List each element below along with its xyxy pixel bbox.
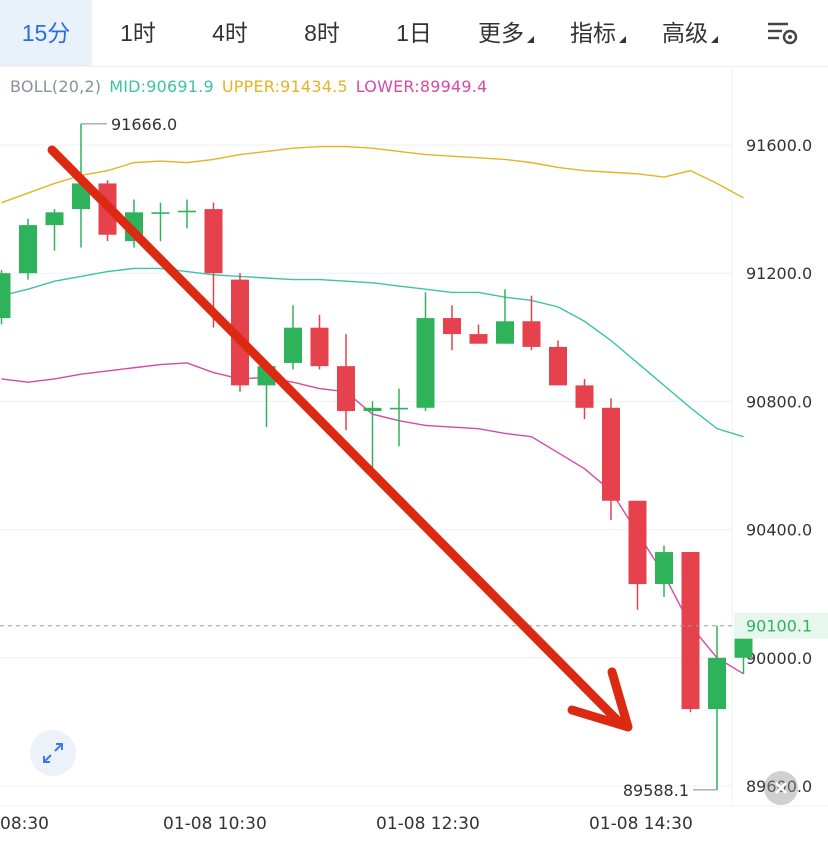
candle-down — [469, 324, 488, 344]
candle-body — [19, 225, 37, 274]
candle-down — [310, 314, 329, 370]
candle-body — [284, 327, 302, 363]
tab-1d[interactable]: 1日 — [396, 20, 432, 46]
boll-lower-value: LOWER:89949.4 — [355, 77, 488, 96]
candle-body — [310, 327, 329, 367]
high-marker-label: 91666.0 — [111, 115, 177, 134]
expand-chart-button[interactable] — [30, 730, 76, 776]
candle-body — [655, 552, 673, 585]
candle-up — [0, 269, 11, 325]
candle-down — [231, 273, 249, 392]
candle-body — [416, 318, 435, 408]
tab-8h[interactable]: 8时 — [304, 20, 340, 46]
candle-up — [45, 209, 64, 251]
candle-down — [575, 378, 594, 420]
more-menu[interactable]: 更多 — [460, 0, 552, 66]
price-axis-label: 90000.0 — [746, 649, 812, 668]
candle-body — [549, 346, 567, 386]
candle-up — [708, 625, 726, 790]
candle-body — [602, 407, 620, 501]
boll-label: BOLL(20,2) — [10, 77, 102, 96]
candle-body — [0, 273, 11, 319]
price-axis-label: 90400.0 — [746, 521, 812, 540]
time-axis-label: 01-08 10:30 — [163, 814, 267, 834]
dropdown-caret-icon — [711, 36, 718, 43]
time-axis-label: 01-08 14:30 — [589, 814, 693, 834]
tab-15m[interactable]: 15分 — [0, 0, 92, 66]
candle-body — [204, 209, 223, 274]
candle-body — [45, 212, 64, 226]
dropdown-caret-icon — [527, 36, 534, 43]
candle-up — [416, 292, 435, 412]
candle-up — [151, 202, 170, 242]
boll-upper-value: UPPER:91434.5 — [221, 77, 348, 96]
candle-body — [708, 657, 726, 710]
candle-body — [337, 366, 355, 412]
candle-up — [178, 199, 196, 229]
low-marker-label: 89588.1 — [623, 781, 689, 800]
candle-body — [496, 321, 514, 344]
candle-up — [655, 545, 673, 597]
candle-up — [363, 401, 382, 479]
chart-settings-icon — [768, 22, 798, 45]
candle-down — [337, 334, 355, 431]
scroll-to-latest-button[interactable] — [764, 771, 798, 805]
price-axis-label: 90800.0 — [746, 392, 812, 411]
candle-body — [363, 407, 382, 412]
candle-body — [681, 552, 700, 710]
tab-1h[interactable]: 1时 — [120, 20, 156, 46]
candle-up — [19, 218, 37, 280]
tab-4h[interactable]: 4时 — [212, 20, 248, 46]
trend-arrow-shaft — [47, 145, 627, 730]
candle-up — [284, 305, 302, 370]
boll-legend: BOLL(20,2) MID:90691.9 UPPER:91434.5 LOWER:… — [10, 77, 495, 96]
candle-down — [522, 295, 541, 351]
candle-body — [231, 279, 249, 386]
candle-body — [151, 212, 170, 214]
expand-icon — [43, 743, 63, 763]
indicators-menu[interactable]: 指标 — [552, 0, 644, 66]
candle-up — [496, 289, 514, 344]
time-axis-label: 08:30 — [0, 814, 49, 834]
candle-down — [628, 500, 647, 610]
dropdown-caret-icon — [619, 36, 626, 43]
boll-mid-line — [1, 267, 744, 438]
advanced-menu-label: 高级 — [662, 20, 708, 46]
candle-down — [681, 552, 700, 713]
boll-upper-line — [1, 145, 744, 204]
candle-body — [522, 321, 541, 347]
candle-down — [549, 340, 567, 386]
advanced-menu[interactable]: 高级 — [644, 0, 736, 66]
last-price-tag — [734, 612, 828, 639]
candle-body — [575, 385, 594, 408]
candle-body — [628, 500, 647, 585]
candle-down — [443, 305, 461, 351]
candle-body — [390, 407, 408, 410]
close-icon — [775, 782, 787, 794]
price-axis-label: 91600.0 — [746, 136, 812, 155]
boll-mid-value: MID:90691.9 — [109, 77, 214, 96]
last-price-label: 90100.1 — [746, 617, 812, 636]
candle-down — [602, 398, 620, 520]
indicators-menu-label: 指标 — [570, 20, 616, 46]
trend-arrow-head — [567, 667, 633, 732]
candle-body — [469, 334, 488, 344]
candle-body — [443, 318, 461, 335]
time-axis-label: 01-08 12:30 — [376, 814, 480, 834]
price-axis-label: 91200.0 — [746, 264, 812, 283]
interval-toolbar: 15分 1时 4时 8时 1日 更多 指标 高级 — [0, 0, 828, 67]
chart-settings-button[interactable] — [766, 18, 800, 48]
candle-up — [390, 388, 408, 447]
more-menu-label: 更多 — [478, 20, 524, 46]
candle-body — [178, 210, 196, 213]
